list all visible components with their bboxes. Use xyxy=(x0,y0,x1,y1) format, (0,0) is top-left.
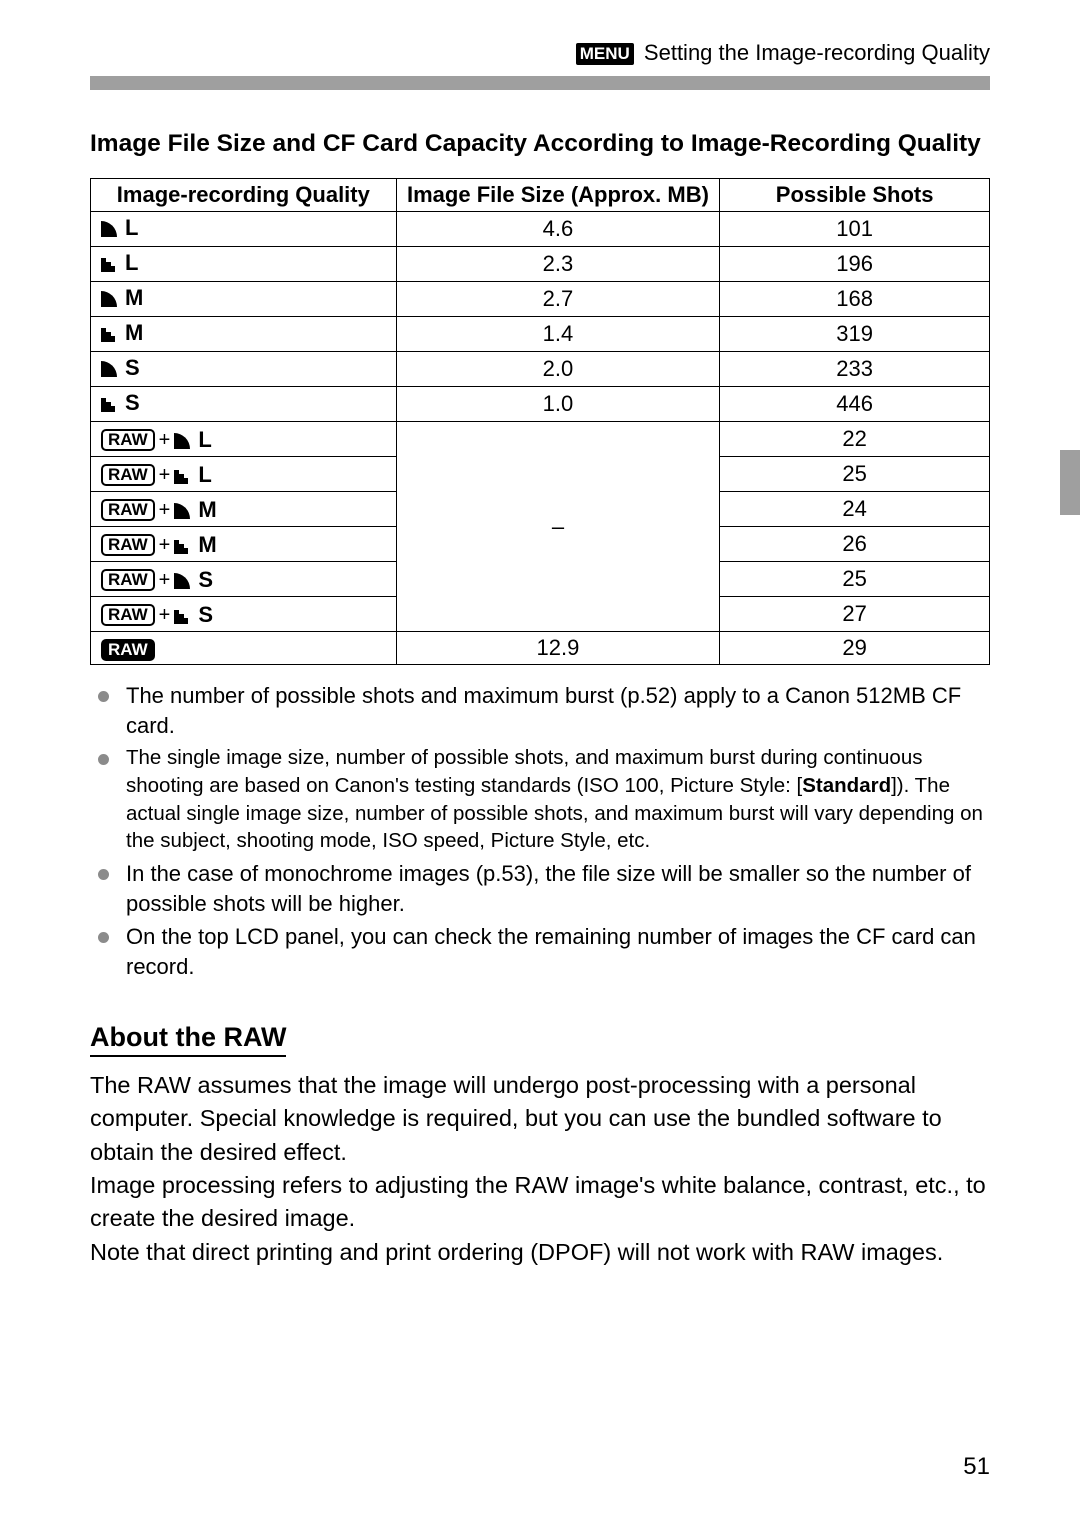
th-quality: Image-recording Quality xyxy=(91,179,397,212)
raw-icon: RAW xyxy=(101,534,155,556)
size-cell: 4.6 xyxy=(396,212,720,247)
menu-icon: MENU xyxy=(576,43,634,65)
about-heading: About the RAW xyxy=(90,1022,286,1057)
note-item: In the case of monochrome images (p.53),… xyxy=(98,859,990,918)
section-title: Image File Size and CF Card Capacity Acc… xyxy=(90,130,990,158)
shots-cell: 29 xyxy=(720,632,990,665)
quality-cell: RAW+M xyxy=(91,492,397,527)
table-row: M2.7168 xyxy=(91,282,990,317)
quality-cell: M xyxy=(91,317,397,352)
header-title: Setting the Image-recording Quality xyxy=(644,40,990,65)
quality-cell: RAW+S xyxy=(91,562,397,597)
table-row: M1.4319 xyxy=(91,317,990,352)
quality-cell: L xyxy=(91,212,397,247)
raw-icon: RAW xyxy=(101,464,155,486)
table-row: RAW 12.929 xyxy=(91,632,990,665)
shots-cell: 25 xyxy=(720,457,990,492)
quality-cell: L xyxy=(91,247,397,282)
page-header: MENU Setting the Image-recording Quality xyxy=(90,40,990,66)
shots-cell: 233 xyxy=(720,352,990,387)
note-item: The single image size, number of possibl… xyxy=(98,744,990,855)
quality-cell: S xyxy=(91,352,397,387)
shots-cell: 196 xyxy=(720,247,990,282)
shots-cell: 22 xyxy=(720,422,990,457)
shots-cell: 26 xyxy=(720,527,990,562)
quality-cell: RAW+S xyxy=(91,597,397,632)
th-shots: Possible Shots xyxy=(720,179,990,212)
table-row: L2.3196 xyxy=(91,247,990,282)
table-row: L4.6101 xyxy=(91,212,990,247)
divider-bar xyxy=(90,76,990,90)
shots-cell: 319 xyxy=(720,317,990,352)
quality-cell: RAW+M xyxy=(91,527,397,562)
quality-cell: RAW+L xyxy=(91,457,397,492)
size-cell: 12.9 xyxy=(396,632,720,665)
size-cell: 1.0 xyxy=(396,387,720,422)
size-cell: 2.3 xyxy=(396,247,720,282)
side-tab xyxy=(1060,450,1080,515)
quality-cell: S xyxy=(91,387,397,422)
page-number: 51 xyxy=(963,1453,990,1481)
size-cell: 1.4 xyxy=(396,317,720,352)
quality-cell: RAW xyxy=(91,632,397,665)
quality-table: Image-recording Quality Image File Size … xyxy=(90,178,990,665)
quality-cell: M xyxy=(91,282,397,317)
shots-cell: 24 xyxy=(720,492,990,527)
table-row: S2.0233 xyxy=(91,352,990,387)
shots-cell: 168 xyxy=(720,282,990,317)
about-body: The RAW assumes that the image will unde… xyxy=(90,1069,990,1269)
shots-cell: 25 xyxy=(720,562,990,597)
table-row: S1.0446 xyxy=(91,387,990,422)
note-item: The number of possible shots and maximum… xyxy=(98,681,990,740)
quality-cell: RAW+L xyxy=(91,422,397,457)
th-size: Image File Size (Approx. MB) xyxy=(396,179,720,212)
raw-icon: RAW xyxy=(101,499,155,521)
shots-cell: 446 xyxy=(720,387,990,422)
raw-icon: RAW xyxy=(101,569,155,591)
raw-icon: RAW xyxy=(101,604,155,626)
shots-cell: 27 xyxy=(720,597,990,632)
raw-icon: RAW xyxy=(101,639,155,661)
size-cell-merged: – xyxy=(396,422,720,632)
note-item: On the top LCD panel, you can check the … xyxy=(98,922,990,981)
shots-cell: 101 xyxy=(720,212,990,247)
raw-icon: RAW xyxy=(101,429,155,451)
size-cell: 2.7 xyxy=(396,282,720,317)
table-row: RAW+L–22 xyxy=(91,422,990,457)
notes-list: The number of possible shots and maximum… xyxy=(90,681,990,982)
size-cell: 2.0 xyxy=(396,352,720,387)
